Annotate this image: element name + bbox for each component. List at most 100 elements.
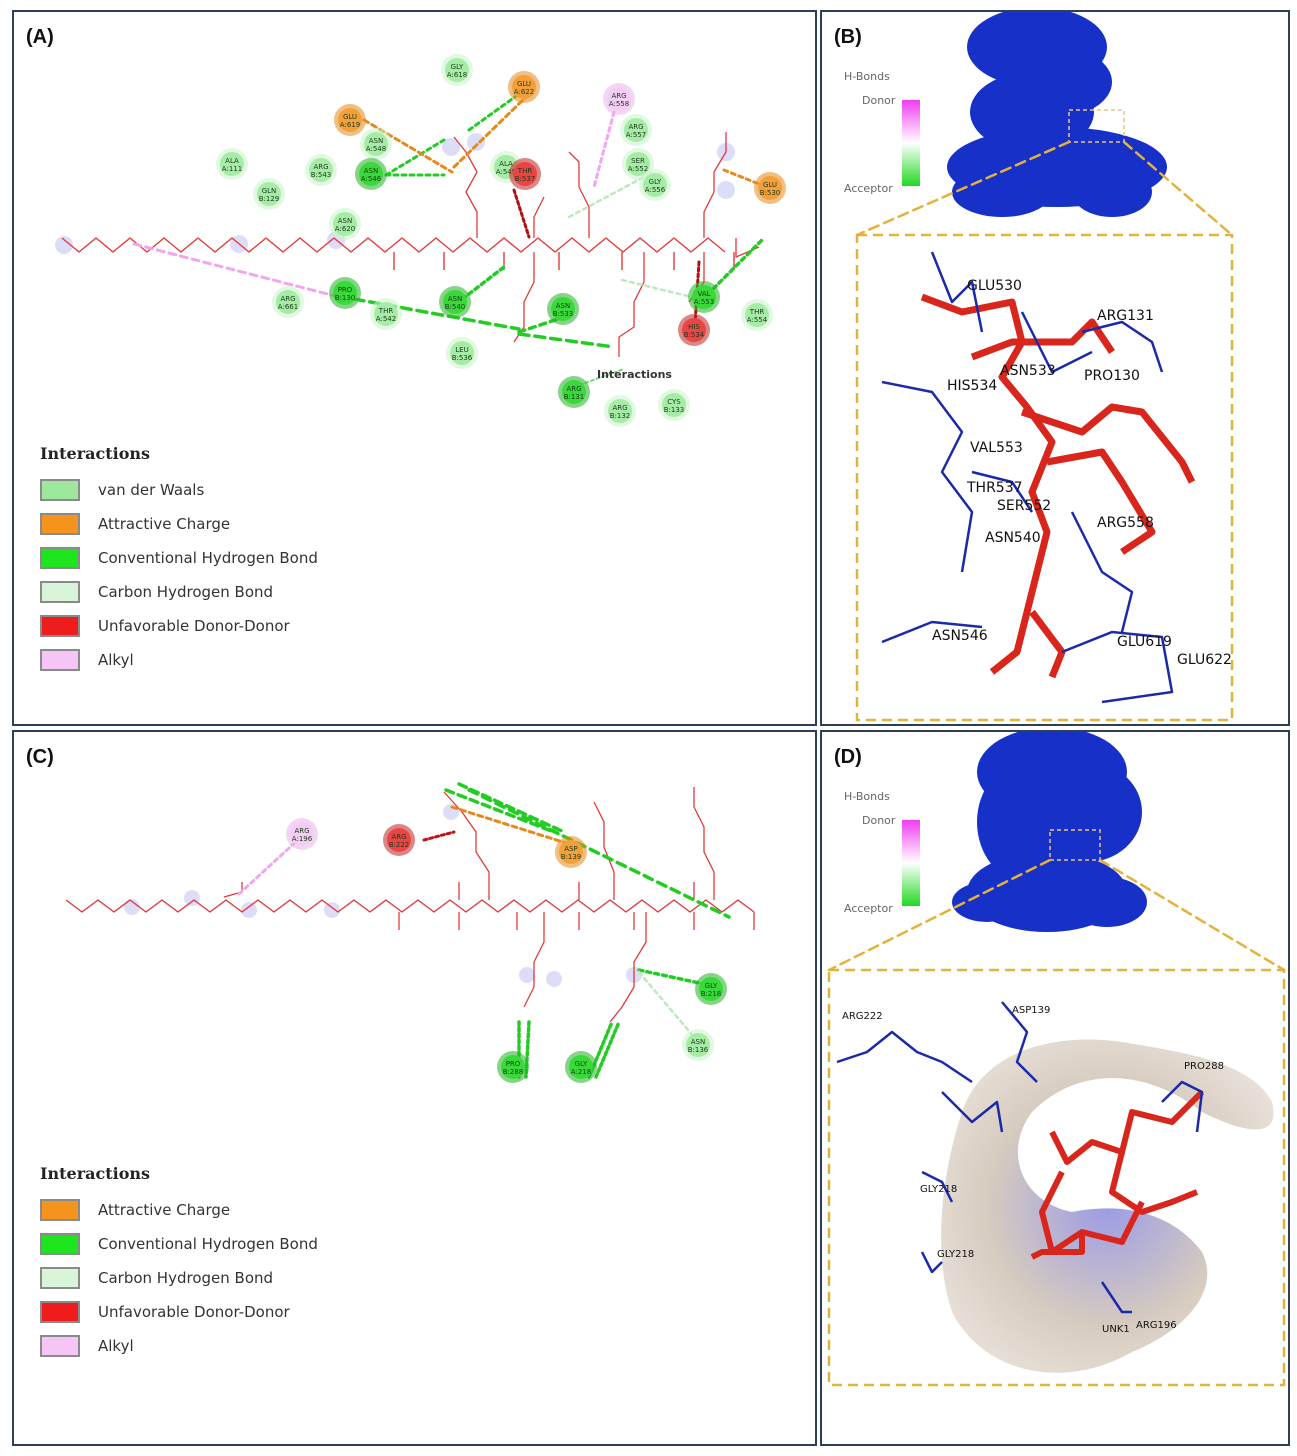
atom-halo — [717, 181, 735, 199]
side-chain — [609, 912, 647, 1023]
residue-stick — [930, 251, 984, 333]
residue-circle — [220, 152, 244, 176]
residue-circle — [333, 212, 357, 236]
legend-swatch — [40, 1301, 80, 1323]
residue-id: A:661 — [278, 303, 298, 311]
ch-bond-line — [567, 175, 646, 219]
residue-label: VAL553 — [970, 440, 1023, 456]
residue-circle — [662, 393, 686, 417]
residue-id: B:530 — [760, 189, 781, 197]
legend-label: Attractive Charge — [98, 1201, 231, 1219]
atom-halo — [184, 890, 200, 906]
residue-label: ASN540 — [985, 530, 1041, 546]
atom-halo — [55, 236, 73, 254]
legend-item: Carbon Hydrogen Bond — [40, 1261, 318, 1295]
hbond-line — [700, 238, 764, 302]
legend-swatch — [40, 1335, 80, 1357]
alkyl-bond — [592, 110, 616, 189]
residue-name: ARG — [391, 833, 406, 841]
residue-circle — [686, 1033, 710, 1057]
residue-id: B:533 — [553, 310, 574, 318]
legend-item: Attractive Charge — [40, 507, 318, 541]
residue-label: PRO130 — [1084, 368, 1140, 384]
hbond-line — [517, 332, 616, 349]
legend-item: Carbon Hydrogen Bond — [40, 575, 318, 609]
residue-label: GLU530 — [967, 278, 1022, 294]
atom-halo — [124, 899, 140, 915]
residue-name: THR — [749, 308, 765, 316]
protein-surface — [947, 12, 1167, 217]
residue-name: LEU — [455, 346, 468, 354]
panel-a: GLY A:618 GLU A:622 GLU A:619 ASN A:548 ASN A:546… — [12, 10, 817, 726]
side-chain — [593, 801, 615, 900]
residue-stick — [921, 1170, 954, 1203]
residue-name: ALA — [225, 157, 239, 165]
residue-circle — [309, 158, 333, 182]
residue-id: B:139 — [561, 853, 582, 861]
atom-halo — [442, 138, 460, 156]
residue-label: HIS534 — [947, 378, 997, 394]
residue-circle — [624, 118, 648, 142]
surface-blob — [1002, 47, 1112, 117]
hbond-line — [594, 1020, 621, 1079]
panel-label-c: (C) — [26, 746, 54, 768]
side-chain — [523, 912, 545, 1008]
residue-stick — [1061, 630, 1174, 704]
alkyl-bond — [237, 835, 303, 896]
residue-circle — [338, 108, 362, 132]
residue-circle — [682, 318, 706, 342]
residue-circle — [607, 87, 631, 111]
hbond-colorbar — [902, 820, 920, 906]
residue-circle — [569, 1055, 593, 1079]
residue-label: ASP139 — [1012, 1005, 1050, 1016]
residue-name: SER — [631, 157, 645, 165]
residue-label: ARG558 — [1097, 515, 1154, 531]
residue-name: GLY — [451, 63, 464, 71]
residue-name: ASN — [556, 302, 570, 310]
residue-id: B:218 — [701, 990, 722, 998]
residue-id: A:558 — [609, 100, 629, 108]
residue-label: GLY218 — [920, 1184, 957, 1195]
charge-line — [450, 805, 571, 846]
residue-name: GLU — [517, 80, 531, 88]
residue-name: ARG — [611, 92, 626, 100]
residue-id: B:136 — [688, 1046, 709, 1054]
side-chain — [703, 132, 727, 238]
residue-name: PRO — [506, 1060, 521, 1068]
panel-d: H-Bonds Donor Acceptor ARG222 ASP139 PRO288 GL… — [820, 730, 1290, 1446]
residue-id: A:620 — [335, 225, 355, 233]
residue-label: ARG222 — [842, 1011, 883, 1022]
panel-label-d: (D) — [834, 746, 862, 768]
residue-circle — [608, 399, 632, 423]
legend-label: Unfavorable Donor-Donor — [98, 617, 290, 635]
residue-name: GLN — [262, 187, 277, 195]
atom-halo — [324, 902, 340, 918]
residue-name: ARG — [294, 827, 309, 835]
side-chain — [618, 252, 645, 357]
residue-label: ASN533 — [1000, 363, 1056, 379]
residue-circle — [501, 1055, 525, 1079]
residue-circle — [562, 380, 586, 404]
residue-id: B:129 — [259, 195, 280, 203]
floating-interactions-label: Interactions — [597, 368, 672, 381]
residue-id: A:111 — [222, 165, 242, 173]
ligand-chain — [65, 899, 755, 913]
residue-name: ASN — [364, 167, 378, 175]
residue-circle — [513, 162, 537, 186]
residue-circle — [450, 341, 474, 365]
residue-id: A:542 — [376, 315, 396, 323]
residue-id: A:554 — [747, 316, 768, 324]
unfav-line — [512, 188, 531, 239]
